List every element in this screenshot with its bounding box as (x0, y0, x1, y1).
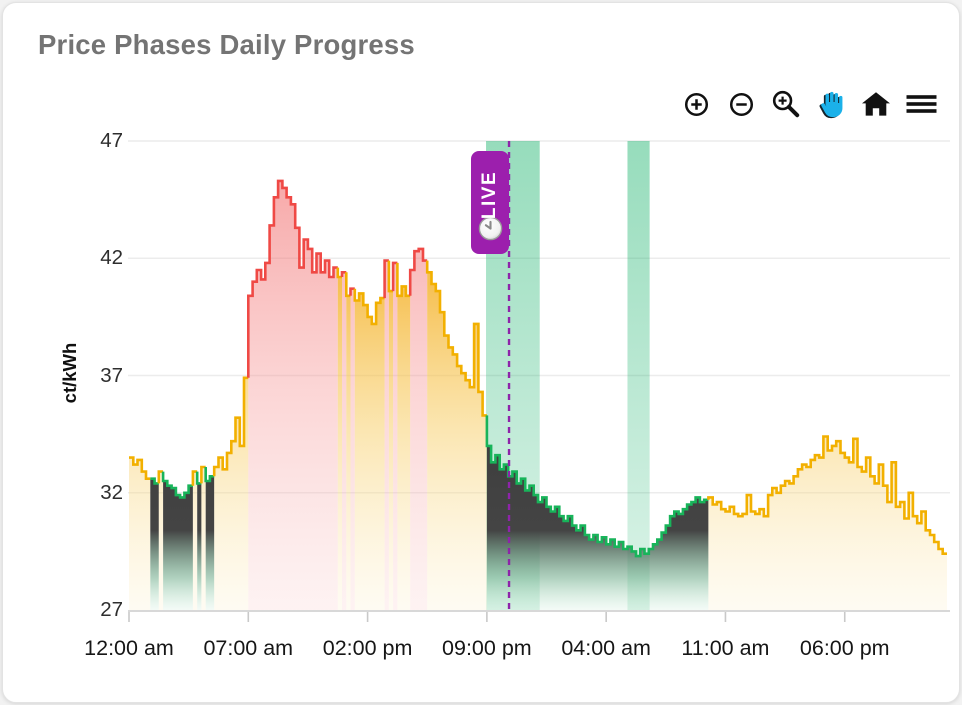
price-line-expensive (340, 271, 347, 277)
price-line-normal (345, 272, 351, 298)
price-line-normal (396, 262, 411, 298)
pan-button[interactable] (813, 88, 849, 120)
x-tick-label: 12:00 am (84, 636, 174, 660)
zoom-in-icon (681, 89, 712, 120)
phase-area-cheap (163, 481, 193, 610)
chart-canvas[interactable] (3, 3, 960, 703)
phase-area-normal (346, 295, 351, 610)
price-line-cheap (150, 477, 159, 485)
phase-area-expensive (342, 272, 347, 610)
price-line-normal (191, 470, 198, 486)
phase-area-expensive (410, 248, 428, 610)
phase-area-cheap (486, 445, 709, 610)
price-line-normal (129, 456, 151, 480)
x-tick-label: 07:00 am (203, 636, 294, 660)
price-line-expensive (383, 259, 389, 299)
y-tick-label: 47 (100, 129, 123, 152)
price-line-normal (707, 435, 947, 555)
price-line-normal (353, 288, 385, 326)
x-tick-label: 02:00 pm (322, 636, 413, 660)
price-line-expensive (408, 247, 428, 296)
phase-area-expensive (393, 262, 398, 610)
zoom-out-button[interactable] (723, 88, 759, 120)
y-tick-label: 27 (100, 598, 123, 621)
live-badge-label: LIVE (479, 170, 501, 220)
y-tick-label: 37 (100, 363, 123, 387)
home-icon (859, 88, 893, 120)
phase-area-expensive (248, 180, 338, 610)
price-line-expensive (349, 287, 355, 296)
price-line-cheap (195, 471, 202, 485)
box-zoom-button[interactable] (768, 88, 804, 120)
y-tick-label: 42 (100, 246, 123, 270)
x-tick-label: 09:00 pm (442, 636, 532, 660)
chart-toolbar (678, 88, 939, 120)
hamburger-menu-icon (903, 88, 940, 120)
price-line-expensive (391, 261, 398, 292)
phase-area-cheap (150, 478, 159, 610)
phase-area-cheap (205, 476, 215, 610)
phase-area-normal (337, 277, 342, 610)
phase-area-normal (708, 436, 947, 610)
phase-area-normal (427, 272, 487, 610)
phase-area-normal (201, 467, 206, 610)
phase-area-normal (192, 471, 198, 610)
phase-area-expensive (384, 260, 389, 610)
phase-area-expensive (350, 288, 355, 610)
phase-area-normal (397, 286, 411, 610)
menu-button[interactable] (903, 88, 939, 120)
magnifier-zoom-icon (770, 88, 802, 120)
price-line-normal (212, 376, 249, 477)
clock-icon (477, 215, 504, 247)
zoom-out-icon (726, 89, 757, 120)
x-tick-label: 04:00 am (561, 636, 651, 660)
price-line-cheap (161, 471, 193, 499)
x-tick-label: 11:00 am (681, 636, 770, 660)
price-line-normal (387, 260, 394, 293)
page-title: Price Phases Daily Progress (38, 29, 415, 60)
price-line-cheap (485, 415, 709, 558)
phase-area-normal (354, 293, 385, 610)
y-tick-label: 32 (100, 480, 123, 504)
x-tick-label: 06:00 pm (799, 636, 890, 660)
phase-area-normal (129, 457, 151, 610)
zoom-in-button[interactable] (678, 88, 714, 120)
price-line-normal (336, 267, 342, 279)
phase-area-cheap (197, 483, 202, 610)
cheap-phase-band (627, 141, 650, 610)
phase-area-normal (158, 471, 164, 610)
price-line-cheap (204, 467, 215, 483)
price-line-normal (157, 470, 164, 484)
price-line-normal (200, 465, 206, 484)
price-line-normal (425, 260, 487, 417)
pan-hand-icon (815, 88, 848, 121)
live-badge: LIVE (471, 151, 510, 254)
phase-area-normal (388, 291, 394, 610)
price-line-expensive (247, 179, 338, 378)
reset-home-button[interactable] (858, 88, 894, 120)
y-axis-title: ct/kWh (59, 342, 80, 404)
